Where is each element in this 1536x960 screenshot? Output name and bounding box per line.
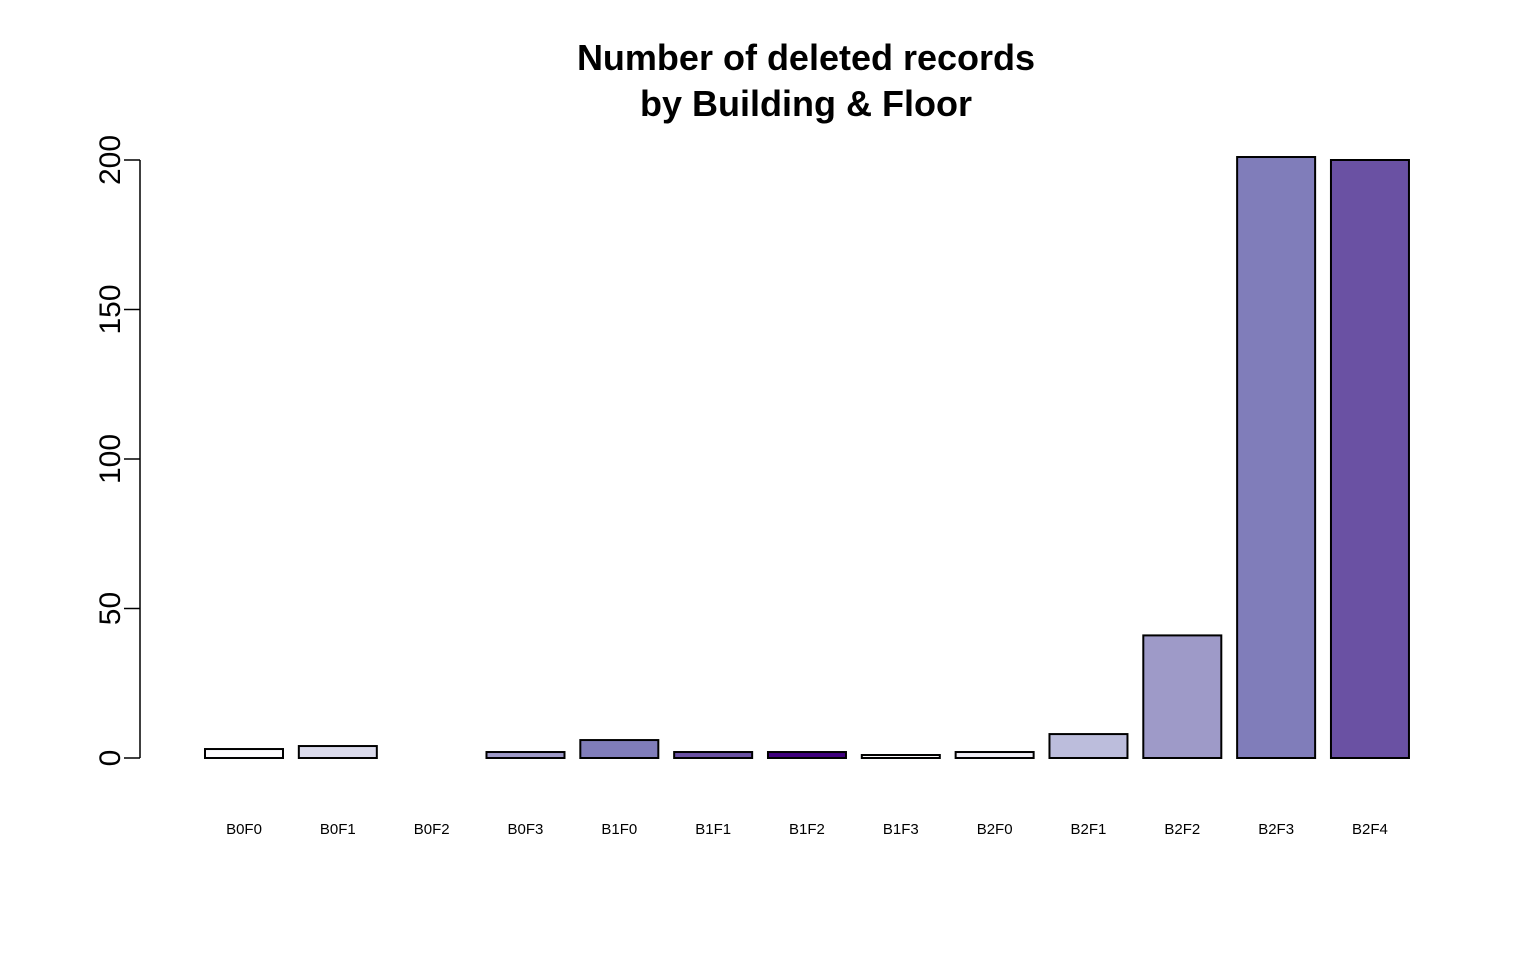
y-tick-label: 100 bbox=[94, 434, 127, 484]
y-tick-label: 0 bbox=[94, 750, 127, 767]
bar-series bbox=[204, 156, 1410, 760]
y-tick-label: 50 bbox=[94, 592, 127, 625]
y-tick-label: 150 bbox=[94, 284, 127, 334]
bar-b0f1 bbox=[297, 745, 378, 759]
x-tick-label-b2f1: B2F1 bbox=[1071, 821, 1107, 838]
x-tick-label-b1f1: B1F1 bbox=[695, 821, 731, 838]
bar-b1f2 bbox=[766, 751, 847, 760]
bar-b2f0 bbox=[954, 751, 1035, 760]
x-tick-label-b2f2: B2F2 bbox=[1164, 821, 1200, 838]
x-tick-label-b2f4: B2F4 bbox=[1352, 821, 1388, 838]
x-tick-label-b0f3: B0F3 bbox=[508, 821, 544, 838]
x-axis-labels: B0F0 B0F1 B0F2 B0F3 B1F0 B1F1 B1F2 B1F3 B2F0 B2F1… bbox=[226, 821, 1388, 838]
x-tick-label-b0f0: B0F0 bbox=[226, 821, 262, 838]
bar-b0f3 bbox=[485, 751, 566, 760]
bar-b2f3 bbox=[1236, 156, 1317, 759]
x-tick-label-b1f0: B1F0 bbox=[601, 821, 637, 838]
x-tick-label-b2f3: B2F3 bbox=[1258, 821, 1294, 838]
y-axis: 0 50 100 150 200 bbox=[94, 135, 141, 767]
x-tick-label-b0f2: B0F2 bbox=[414, 821, 450, 838]
bar-b2f1 bbox=[1048, 733, 1129, 760]
bar-b1f3 bbox=[860, 754, 941, 760]
bar-b2f2 bbox=[1142, 634, 1223, 759]
x-tick-label-b2f0: B2F0 bbox=[977, 821, 1013, 838]
bar-b0f0 bbox=[204, 748, 284, 760]
bar-b1f1 bbox=[673, 751, 754, 760]
x-tick-label-b1f3: B1F3 bbox=[883, 821, 919, 838]
x-tick-label-b1f2: B1F2 bbox=[789, 821, 825, 838]
chart-title-line-2: by Building & Floor bbox=[640, 83, 972, 124]
chart-title-line-1: Number of deleted records bbox=[577, 37, 1035, 78]
bar-b2f4 bbox=[1329, 159, 1410, 759]
x-tick-label-b0f1: B0F1 bbox=[320, 821, 356, 838]
y-tick-label: 200 bbox=[94, 135, 127, 185]
chart-title: Number of deleted records by Building & … bbox=[577, 37, 1035, 124]
bar-b1f0 bbox=[579, 739, 660, 759]
